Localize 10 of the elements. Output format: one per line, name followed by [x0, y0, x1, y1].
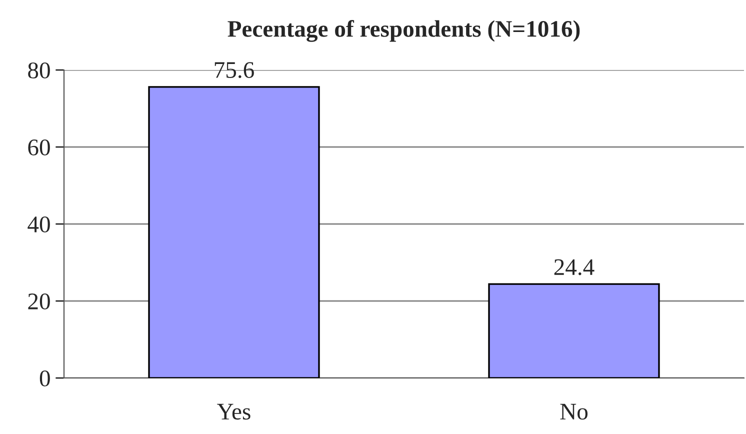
- y-tick-label: 0: [40, 370, 50, 386]
- y-tick-label: 20: [28, 293, 50, 310]
- data-label: 75.6: [214, 62, 254, 78]
- x-tick-label: No: [560, 404, 588, 420]
- y-tick-label: 40: [28, 216, 50, 232]
- x-tick-label: Yes: [217, 404, 250, 420]
- y-tick-label: 80: [28, 62, 50, 78]
- data-label: 24.4: [554, 259, 594, 276]
- y-tick-label: 60: [28, 139, 50, 156]
- chart-title: Pecentage of respondents (N=1016): [228, 20, 580, 42]
